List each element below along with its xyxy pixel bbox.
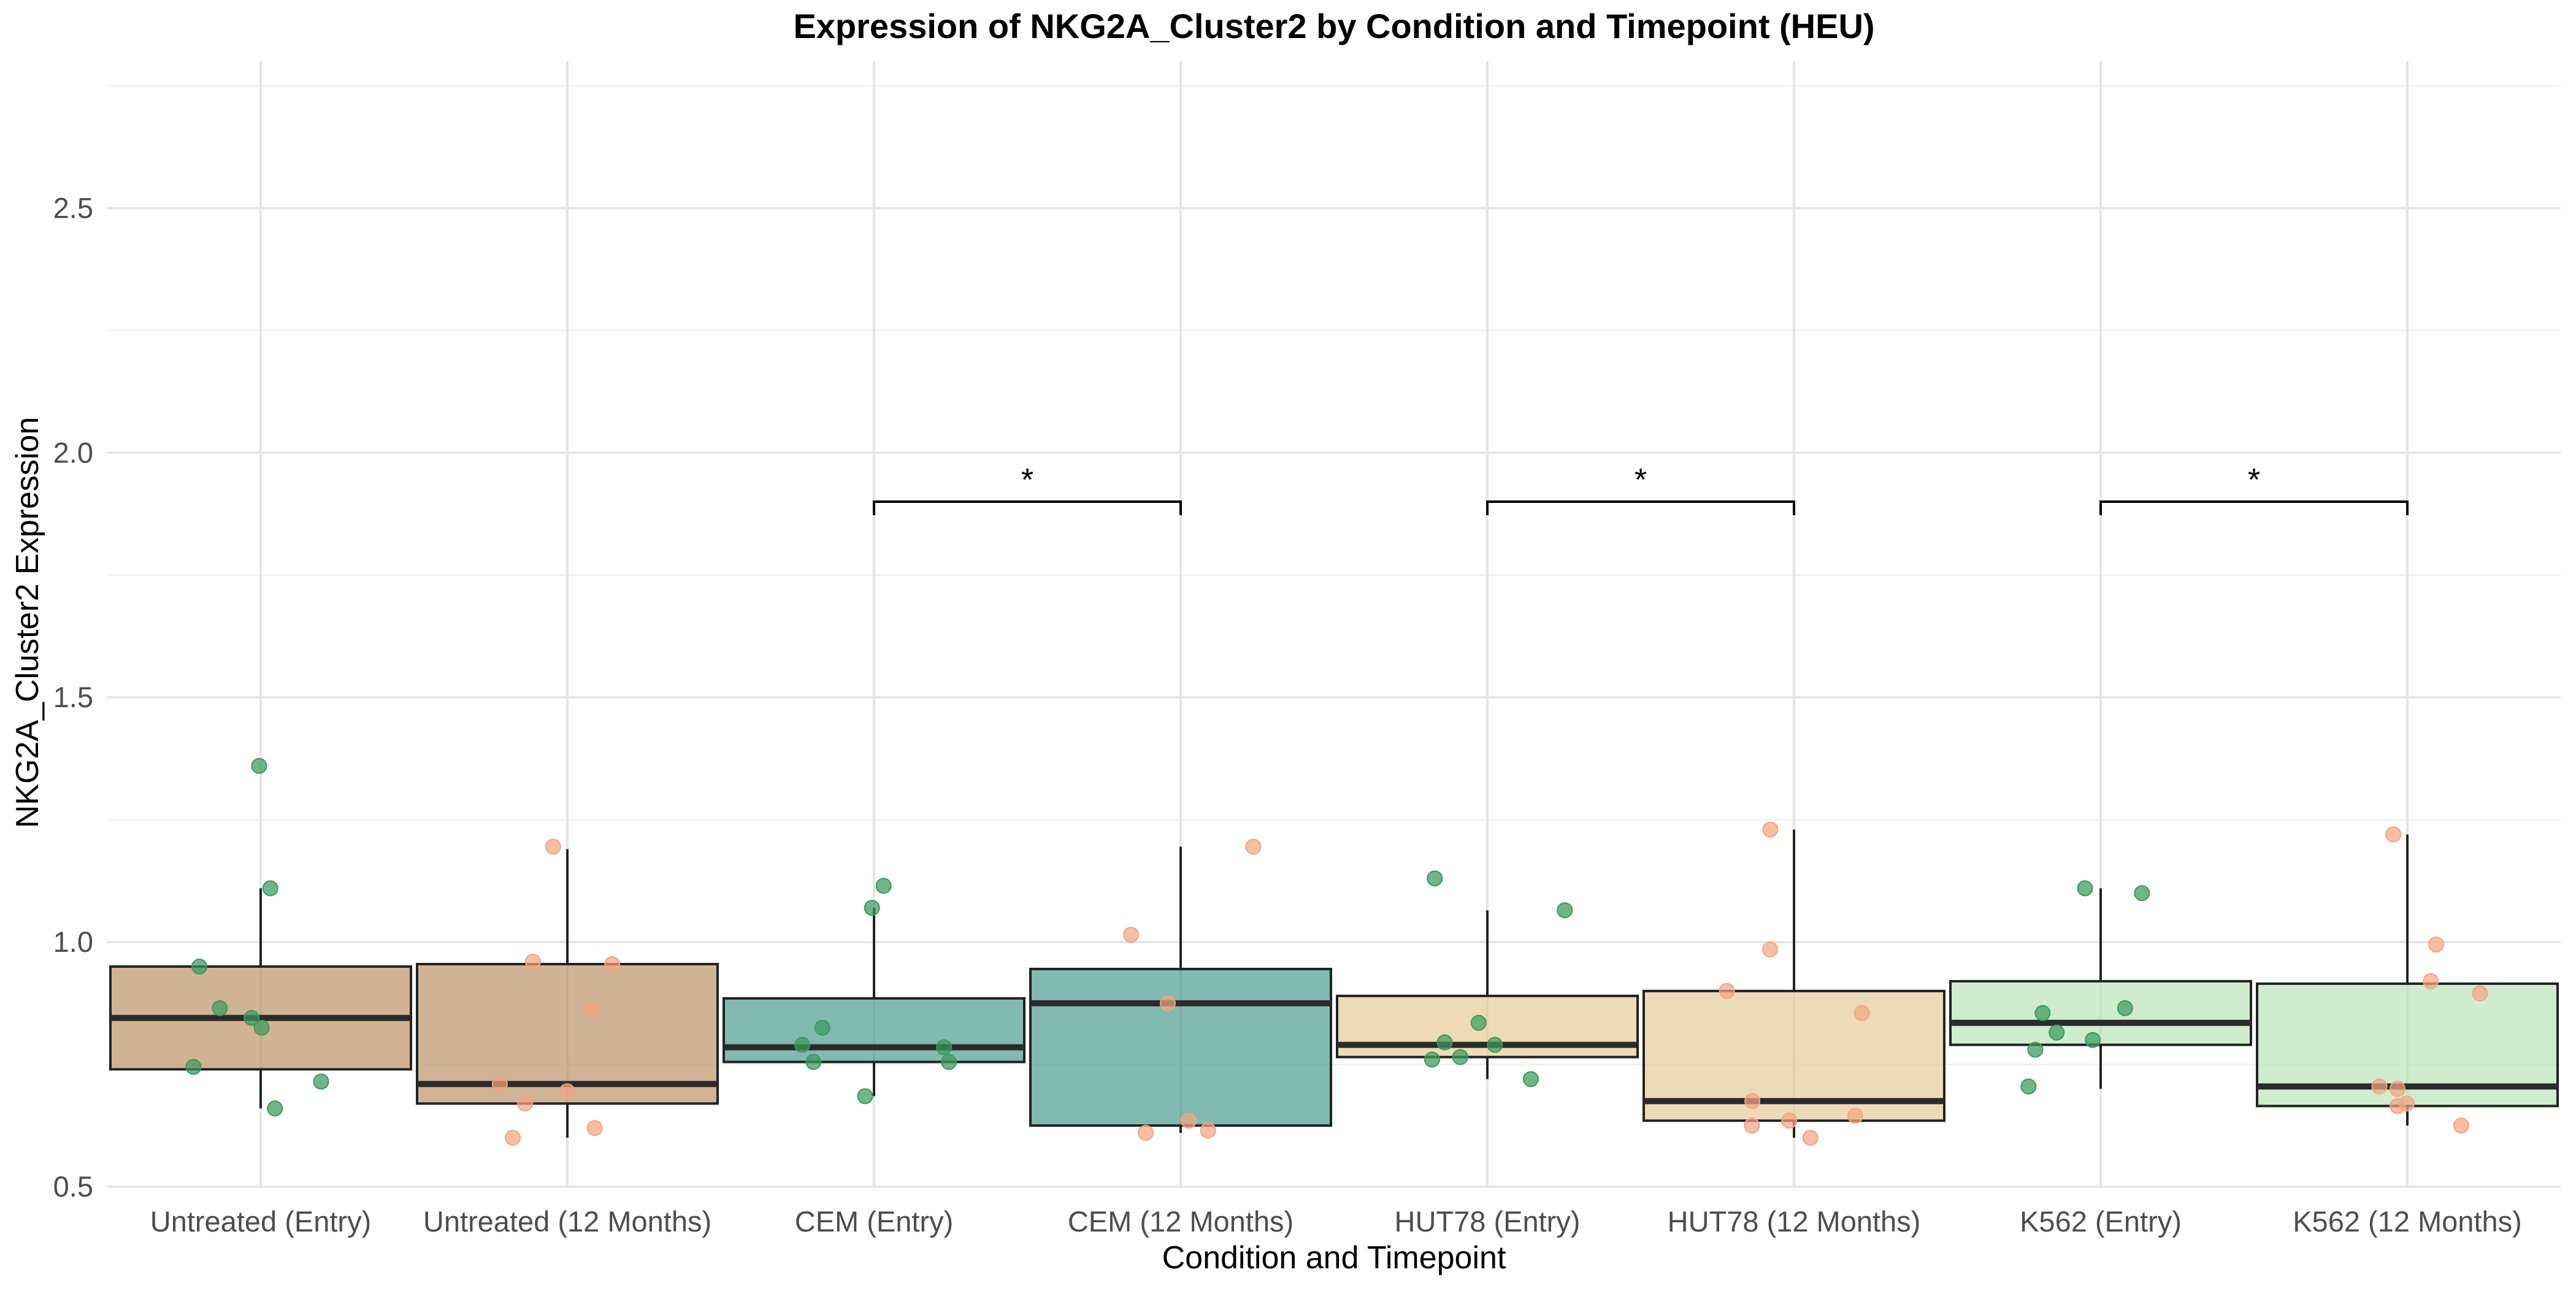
x-tick-label: Untreated (12 Months) [423, 1205, 711, 1238]
data-point [267, 1100, 283, 1117]
y-tick-label: 0.5 [53, 1170, 93, 1203]
data-point [243, 1009, 260, 1026]
data-point [814, 1019, 830, 1036]
data-point [253, 1019, 270, 1036]
data-point [604, 956, 621, 972]
data-point [2371, 1078, 2388, 1095]
data-point [2390, 1098, 2406, 1114]
box [416, 962, 719, 1105]
data-point [1123, 927, 1140, 943]
significance-label: * [1021, 462, 1033, 498]
x-tick-label: K562 (Entry) [2020, 1205, 2182, 1238]
significance-label: * [1635, 462, 1647, 498]
box [723, 997, 1025, 1063]
data-point [1847, 1108, 1863, 1124]
data-point [586, 1120, 603, 1136]
data-point [857, 1088, 873, 1105]
data-point [262, 880, 278, 897]
data-point [1853, 1005, 1870, 1021]
data-point [2027, 1041, 2044, 1058]
data-point [1436, 1034, 1453, 1051]
significance-label: * [2248, 462, 2260, 498]
data-point [2034, 1005, 2051, 1021]
data-point [2389, 1081, 2405, 1097]
data-point [2117, 1000, 2133, 1016]
data-point [559, 1083, 575, 1100]
data-point [517, 1095, 534, 1112]
data-point [1522, 1071, 1539, 1087]
data-point [2134, 885, 2150, 902]
data-point [1200, 1122, 1216, 1139]
box [1029, 967, 1332, 1127]
significance-bracket [873, 500, 1182, 516]
data-point [875, 878, 892, 894]
data-point [1181, 1113, 1197, 1129]
data-point [936, 1039, 953, 1055]
data-point [1452, 1049, 1468, 1065]
y-axis-title: NKG2A_Cluster2 Expression [10, 417, 45, 829]
box [1949, 979, 2252, 1046]
x-tick-label: HUT78 (12 Months) [1668, 1205, 1921, 1238]
data-point [1802, 1130, 1819, 1146]
data-point [805, 1054, 822, 1070]
data-point [1245, 838, 1262, 855]
point-layer [185, 757, 2488, 1146]
x-tick-label: CEM (12 Months) [1068, 1205, 1294, 1238]
data-point [505, 1130, 521, 1146]
data-point [185, 1059, 202, 1075]
x-tick-label: HUT78 (Entry) [1395, 1205, 1581, 1238]
significance-bracket [1486, 500, 1795, 516]
data-point [1762, 941, 1779, 958]
x-tick-label: CEM (Entry) [795, 1205, 954, 1238]
data-point [524, 954, 541, 970]
data-point [1557, 902, 1573, 919]
axis-layer: 0.5 1.0 1.5 2.0 2.5 Untreated (Entry) Untreate… [53, 191, 2522, 1238]
data-point [1744, 1093, 1761, 1109]
data-point [2385, 826, 2402, 843]
data-point [2077, 880, 2093, 897]
data-point [2020, 1078, 2037, 1095]
data-point [2428, 937, 2445, 953]
y-tick-label: 1.5 [53, 681, 93, 713]
data-point [2453, 1117, 2469, 1134]
data-point [1470, 1014, 1487, 1031]
data-point [2472, 985, 2488, 1002]
data-point [313, 1073, 329, 1090]
data-point [2049, 1024, 2065, 1041]
data-point [191, 958, 208, 975]
significance-bracket [2099, 500, 2409, 516]
data-point [1424, 1051, 1440, 1068]
data-point [941, 1054, 957, 1070]
data-point [1427, 870, 1443, 887]
x-axis-title: Condition and Timepoint [1162, 1240, 1506, 1276]
chart-title: Expression of NKG2A_Cluster2 by Conditio… [793, 7, 1874, 45]
y-tick-label: 1.0 [53, 925, 93, 958]
significance-layer: * * * [873, 462, 2409, 516]
x-tick-label: Untreated (Entry) [150, 1205, 371, 1238]
data-point [794, 1036, 811, 1053]
data-point [1160, 995, 1176, 1011]
data-point [251, 757, 267, 774]
data-point [545, 838, 561, 855]
data-point [1487, 1036, 1503, 1053]
data-point [584, 1002, 600, 1019]
data-point [1781, 1113, 1798, 1129]
data-point [1744, 1117, 1760, 1134]
x-tick-label: K562 (12 Months) [2293, 1205, 2522, 1238]
data-point [1719, 983, 1735, 999]
data-point [864, 900, 880, 916]
data-point [2085, 1032, 2101, 1048]
y-tick-label: 2.5 [53, 191, 93, 224]
data-point [212, 1000, 228, 1016]
data-point [1138, 1125, 1154, 1141]
box-layer [109, 829, 2559, 1138]
data-point [2423, 973, 2439, 989]
y-tick-label: 2.0 [53, 436, 93, 469]
data-point [491, 1076, 508, 1092]
data-point [1762, 821, 1779, 838]
